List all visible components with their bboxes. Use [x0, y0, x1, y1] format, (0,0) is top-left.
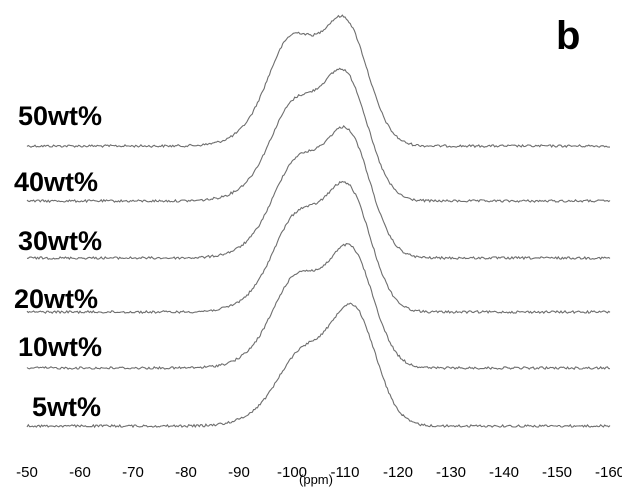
- series-label: 20wt%: [14, 284, 98, 314]
- x-tick-label: -70: [122, 464, 144, 481]
- x-tick-label: -90: [228, 464, 250, 481]
- x-tick-label: -120: [383, 464, 413, 481]
- x-tick-label: -150: [542, 464, 572, 481]
- spectrum-trace: [26, 14, 610, 149]
- series-label: 50wt%: [18, 101, 102, 131]
- x-tick-label: -50: [16, 464, 38, 481]
- x-tick-label: -80: [175, 464, 197, 481]
- spectra-traces: [26, 14, 611, 429]
- x-axis-tick-labels: -50 -60 -70 -80 -90 -100 -110 -120 -130 -140 -150 -…: [16, 464, 622, 481]
- spectrum-trace: [26, 180, 611, 315]
- x-tick-label: -110: [331, 464, 360, 481]
- series-label: 10wt%: [18, 332, 102, 362]
- series-label: 40wt%: [14, 167, 98, 197]
- x-axis-label: (ppm): [299, 472, 333, 487]
- series-label: 30wt%: [18, 226, 102, 256]
- spectrum-trace: [26, 302, 611, 429]
- spectrum-trace: [26, 125, 611, 261]
- x-tick-label: -160: [595, 464, 622, 481]
- series-label: 5wt%: [32, 392, 101, 422]
- x-tick-label: -130: [436, 464, 466, 481]
- x-tick-label: -140: [489, 464, 519, 481]
- series-labels: 50wt% 40wt% 30wt% 20wt% 10wt% 5wt%: [14, 101, 102, 422]
- x-tick-label: -100: [277, 464, 307, 481]
- panel-label: b: [556, 14, 580, 58]
- x-tick-label: -60: [69, 464, 91, 481]
- spectrum-trace: [26, 243, 611, 370]
- spectrum-trace: [26, 67, 611, 204]
